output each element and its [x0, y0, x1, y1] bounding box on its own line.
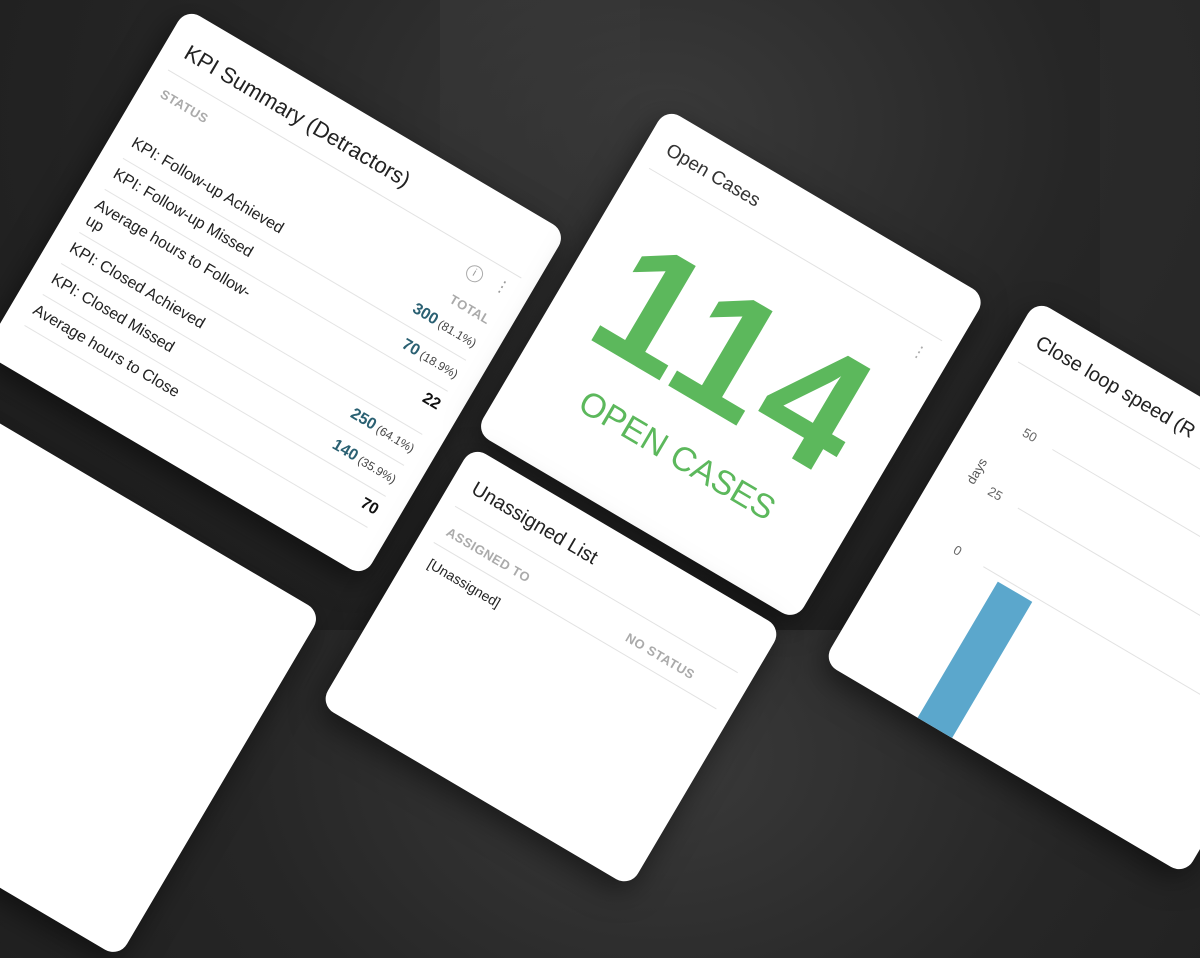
row-value: 22 — [419, 389, 444, 414]
value: 250 — [347, 405, 380, 434]
value: 300 — [409, 300, 442, 329]
gridline — [1052, 449, 1200, 610]
divider — [433, 542, 717, 710]
chart-bar — [916, 581, 1033, 740]
gridline — [1017, 507, 1200, 668]
more-vertical-icon[interactable]: ⋮ — [907, 341, 931, 365]
y-tick-25: 25 — [985, 483, 1006, 504]
gridline — [983, 566, 1200, 727]
y-tick-50: 50 — [1019, 424, 1040, 446]
more-vertical-icon[interactable]: ⋮ — [490, 276, 514, 299]
open-cases-title: Open Cases — [662, 139, 764, 212]
y-tick-0: 0 — [950, 542, 965, 559]
value: 140 — [329, 436, 361, 465]
y-axis-label: days — [963, 455, 991, 487]
info-icon[interactable]: i — [462, 261, 486, 286]
status-header: STATUS — [157, 86, 212, 127]
row-value: 70 — [357, 494, 382, 519]
